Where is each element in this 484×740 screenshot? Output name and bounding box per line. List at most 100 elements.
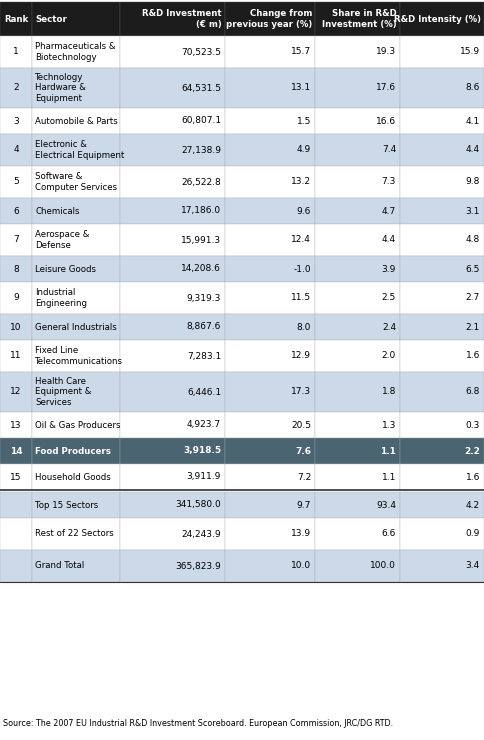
Text: Chemicals: Chemicals — [35, 206, 79, 215]
Text: 4.8: 4.8 — [466, 235, 480, 244]
Text: 7.2: 7.2 — [297, 473, 311, 482]
Text: 64,531.5: 64,531.5 — [181, 84, 221, 92]
Text: 9.8: 9.8 — [466, 178, 480, 186]
Text: 10: 10 — [10, 323, 22, 332]
Bar — [120, 36, 225, 68]
Bar — [120, 412, 225, 438]
Text: 4,923.7: 4,923.7 — [187, 420, 221, 429]
Bar — [225, 198, 315, 224]
Text: 7,283.1: 7,283.1 — [187, 352, 221, 360]
Text: Aerospace &
Defense: Aerospace & Defense — [35, 230, 90, 249]
Bar — [32, 550, 120, 582]
Bar — [0, 224, 32, 256]
Bar — [0, 314, 32, 340]
Text: 8,867.6: 8,867.6 — [187, 323, 221, 332]
Text: 13.2: 13.2 — [291, 178, 311, 186]
Text: 10.0: 10.0 — [291, 562, 311, 571]
Text: 3.9: 3.9 — [381, 264, 396, 274]
Bar — [400, 166, 484, 198]
Text: 15: 15 — [10, 473, 22, 482]
Bar — [0, 198, 32, 224]
Bar — [315, 438, 400, 464]
Bar — [225, 372, 315, 412]
Text: 1.6: 1.6 — [466, 473, 480, 482]
Text: Sector: Sector — [35, 15, 67, 24]
Text: Health Care
Equipment &
Services: Health Care Equipment & Services — [35, 377, 91, 407]
Text: 4.9: 4.9 — [297, 146, 311, 155]
Bar — [400, 2, 484, 36]
Bar — [400, 256, 484, 282]
Bar — [32, 438, 120, 464]
Bar — [315, 2, 400, 36]
Text: 341,580.0: 341,580.0 — [175, 500, 221, 510]
Text: 8.6: 8.6 — [466, 84, 480, 92]
Bar — [32, 134, 120, 166]
Text: 13.1: 13.1 — [291, 84, 311, 92]
Bar — [225, 134, 315, 166]
Text: Grand Total: Grand Total — [35, 562, 84, 571]
Bar — [0, 282, 32, 314]
Bar — [120, 282, 225, 314]
Text: 27,138.9: 27,138.9 — [181, 146, 221, 155]
Text: 4.2: 4.2 — [466, 500, 480, 510]
Text: R&D Investment
(€ m): R&D Investment (€ m) — [142, 10, 222, 29]
Text: 100.0: 100.0 — [370, 562, 396, 571]
Bar — [315, 550, 400, 582]
Bar — [315, 224, 400, 256]
Text: 4.4: 4.4 — [382, 235, 396, 244]
Bar — [32, 518, 120, 550]
Bar — [225, 412, 315, 438]
Bar — [120, 340, 225, 372]
Bar — [0, 412, 32, 438]
Text: 2.5: 2.5 — [382, 294, 396, 303]
Bar — [315, 68, 400, 108]
Bar — [400, 224, 484, 256]
Text: R&D Intensity (%): R&D Intensity (%) — [394, 15, 481, 24]
Text: 17.6: 17.6 — [376, 84, 396, 92]
Bar — [225, 68, 315, 108]
Bar — [400, 36, 484, 68]
Bar — [0, 108, 32, 134]
Text: Top 15 Sectors: Top 15 Sectors — [35, 500, 98, 510]
Bar — [0, 340, 32, 372]
Text: 26,522.8: 26,522.8 — [181, 178, 221, 186]
Bar — [400, 108, 484, 134]
Bar — [225, 108, 315, 134]
Bar — [0, 464, 32, 490]
Bar — [32, 314, 120, 340]
Text: 7: 7 — [13, 235, 19, 244]
Bar — [120, 550, 225, 582]
Bar — [0, 68, 32, 108]
Bar — [32, 412, 120, 438]
Bar — [315, 492, 400, 518]
Bar — [120, 224, 225, 256]
Text: Share in R&D
Investment (%): Share in R&D Investment (%) — [322, 10, 397, 29]
Text: 2: 2 — [13, 84, 19, 92]
Text: 15.9: 15.9 — [460, 47, 480, 56]
Bar — [32, 68, 120, 108]
Text: 93.4: 93.4 — [376, 500, 396, 510]
Text: 6.8: 6.8 — [466, 388, 480, 397]
Text: 17,186.0: 17,186.0 — [181, 206, 221, 215]
Text: 13: 13 — [10, 420, 22, 429]
Bar — [120, 198, 225, 224]
Bar — [120, 492, 225, 518]
Text: 2.2: 2.2 — [464, 446, 480, 456]
Text: Household Goods: Household Goods — [35, 473, 111, 482]
Text: Electronic &
Electrical Equipment: Electronic & Electrical Equipment — [35, 141, 124, 160]
Bar — [315, 256, 400, 282]
Bar — [225, 518, 315, 550]
Text: 4.1: 4.1 — [466, 116, 480, 126]
Bar — [400, 372, 484, 412]
Text: 20.5: 20.5 — [291, 420, 311, 429]
Bar — [315, 518, 400, 550]
Text: 6,446.1: 6,446.1 — [187, 388, 221, 397]
Bar — [315, 198, 400, 224]
Bar — [0, 372, 32, 412]
Bar — [32, 198, 120, 224]
Text: 1.3: 1.3 — [381, 420, 396, 429]
Text: Rank: Rank — [4, 15, 28, 24]
Bar — [225, 36, 315, 68]
Bar — [225, 340, 315, 372]
Bar — [0, 134, 32, 166]
